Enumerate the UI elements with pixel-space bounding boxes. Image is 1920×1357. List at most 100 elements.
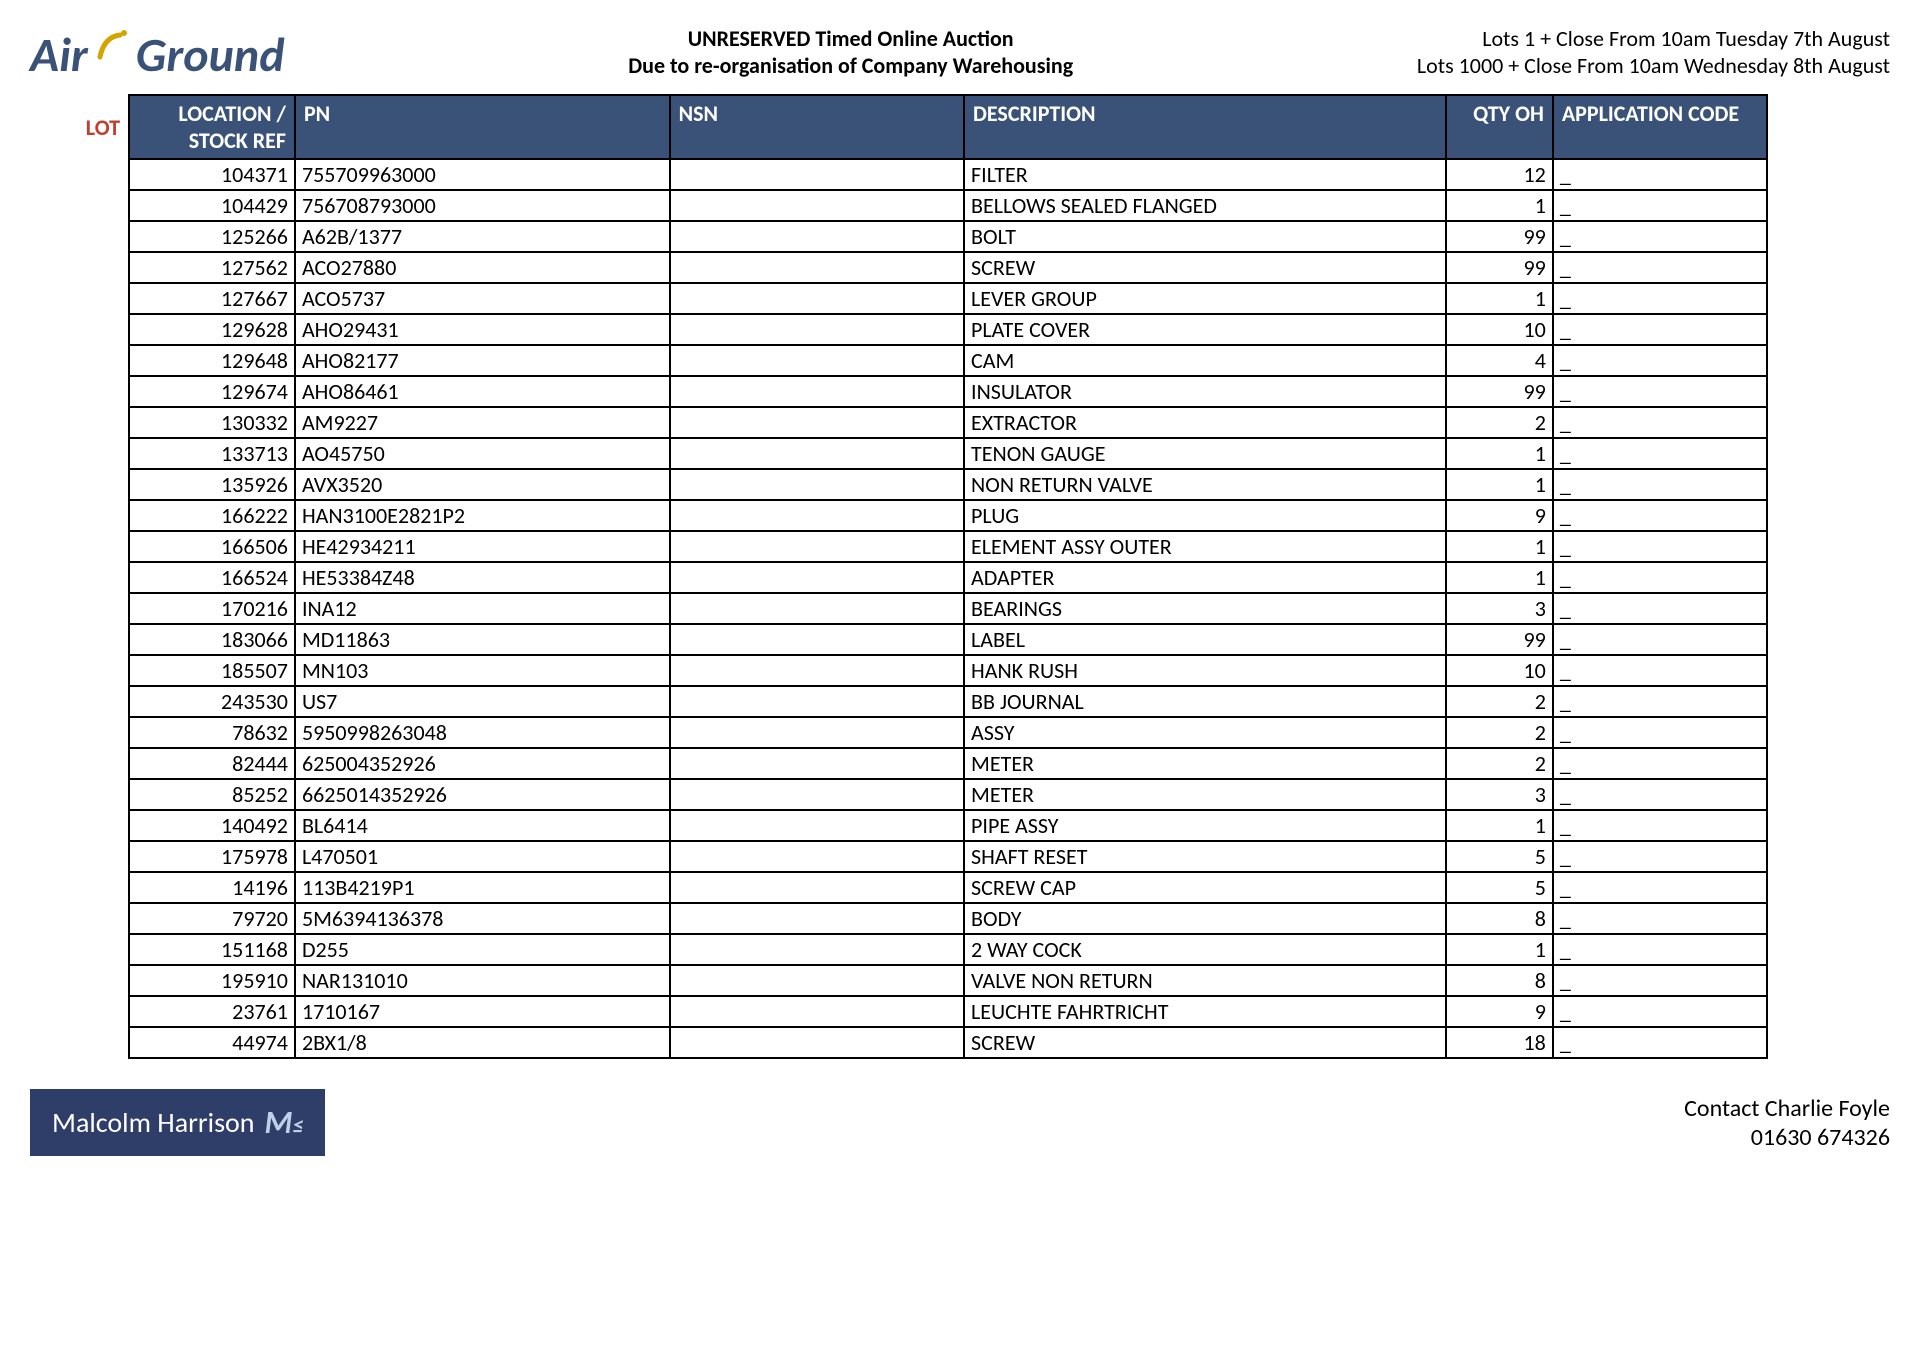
cell-desc: NON RETURN VALVE [964, 469, 1446, 500]
cell-app: _ [1553, 686, 1767, 717]
cell-loc: 195910 [129, 965, 295, 996]
cell-desc: HANK RUSH [964, 655, 1446, 686]
cell-desc: BELLOWS SEALED FLANGED [964, 190, 1446, 221]
cell-app: _ [1553, 562, 1767, 593]
cell-nsn [670, 934, 964, 965]
logo-part2: Ground [136, 25, 285, 84]
cell-app: _ [1553, 996, 1767, 1027]
cell-desc: SHAFT RESET [964, 841, 1446, 872]
cell-desc: METER [964, 748, 1446, 779]
table-row: 237611710167LEUCHTE FAHRTRICHT9_ [129, 996, 1767, 1027]
table-row: 170216INA12BEARINGS3_ [129, 593, 1767, 624]
cell-loc: 14196 [129, 872, 295, 903]
cell-nsn [670, 903, 964, 934]
table-row: 14196113B4219P1SCREW CAP5_ [129, 872, 1767, 903]
cell-nsn [670, 345, 964, 376]
cell-loc: 135926 [129, 469, 295, 500]
cell-desc: PLATE COVER [964, 314, 1446, 345]
cell-desc: LEVER GROUP [964, 283, 1446, 314]
cell-desc: 2 WAY COCK [964, 934, 1446, 965]
col-qty: QTY OH [1446, 95, 1553, 159]
cell-loc: 166506 [129, 531, 295, 562]
table-row: 127667ACO5737LEVER GROUP1_ [129, 283, 1767, 314]
table-container: LOT LOCATION / STOCK REF PN NSN DESCRIPT… [30, 94, 1890, 1059]
cell-desc: LEUCHTE FAHRTRICHT [964, 996, 1446, 1027]
cell-nsn [670, 965, 964, 996]
cell-qty: 10 [1446, 314, 1553, 345]
cell-qty: 5 [1446, 872, 1553, 903]
auctioneer-logo: Malcolm Harrison M≤ [30, 1089, 325, 1156]
cell-nsn [670, 159, 964, 190]
title-line2: Due to re-organisation of Company Wareho… [285, 52, 1417, 79]
cell-qty: 3 [1446, 779, 1553, 810]
title-line1: UNRESERVED Timed Online Auction [285, 25, 1417, 52]
header-row: LOCATION / STOCK REF PN NSN DESCRIPTION … [129, 95, 1767, 159]
table-row: 129628AHO29431PLATE COVER10_ [129, 314, 1767, 345]
table-row: 166506HE42934211ELEMENT ASSY OUTER1_ [129, 531, 1767, 562]
cell-loc: 85252 [129, 779, 295, 810]
cell-app: _ [1553, 500, 1767, 531]
cell-pn: NAR131010 [295, 965, 670, 996]
cell-loc: 170216 [129, 593, 295, 624]
cell-loc: 151168 [129, 934, 295, 965]
cell-loc: 127667 [129, 283, 295, 314]
cell-desc: BB JOURNAL [964, 686, 1446, 717]
table-row: 175978L470501SHAFT RESET5_ [129, 841, 1767, 872]
cell-qty: 1 [1446, 531, 1553, 562]
cell-loc: 79720 [129, 903, 295, 934]
cell-loc: 104371 [129, 159, 295, 190]
closing-info: Lots 1 + Close From 10am Tuesday 7th Aug… [1417, 25, 1890, 79]
cell-nsn [670, 407, 964, 438]
cell-qty: 1 [1446, 810, 1553, 841]
auctioneer-name: Malcolm Harrison [52, 1105, 255, 1140]
cell-pn: 6625014352926 [295, 779, 670, 810]
cell-loc: 104429 [129, 190, 295, 221]
cell-qty: 9 [1446, 996, 1553, 1027]
cell-pn: AHO82177 [295, 345, 670, 376]
table-row: 797205M6394136378BODY8_ [129, 903, 1767, 934]
cell-nsn [670, 810, 964, 841]
cell-qty: 10 [1446, 655, 1553, 686]
table-row: 852526625014352926METER3_ [129, 779, 1767, 810]
cell-qty: 2 [1446, 686, 1553, 717]
cell-app: _ [1553, 438, 1767, 469]
cell-pn: AHO86461 [295, 376, 670, 407]
cell-qty: 4 [1446, 345, 1553, 376]
cell-desc: ELEMENT ASSY OUTER [964, 531, 1446, 562]
cell-pn: INA12 [295, 593, 670, 624]
table-row: 166524HE53384Z48ADAPTER1_ [129, 562, 1767, 593]
table-row: 185507MN103HANK RUSH10_ [129, 655, 1767, 686]
cell-nsn [670, 872, 964, 903]
cell-loc: 82444 [129, 748, 295, 779]
cell-desc: LABEL [964, 624, 1446, 655]
cell-loc: 183066 [129, 624, 295, 655]
auction-title: UNRESERVED Timed Online Auction Due to r… [285, 25, 1417, 79]
table-row: 133713AO45750TENON GAUGE1_ [129, 438, 1767, 469]
logo-accent-icon [90, 25, 134, 84]
table-row: 183066MD11863LABEL99_ [129, 624, 1767, 655]
cell-app: _ [1553, 283, 1767, 314]
company-logo: Air Ground [30, 25, 285, 84]
cell-app: _ [1553, 376, 1767, 407]
cell-pn: 2BX1/8 [295, 1027, 670, 1058]
cell-desc: BOLT [964, 221, 1446, 252]
cell-qty: 5 [1446, 841, 1553, 872]
cell-desc: BEARINGS [964, 593, 1446, 624]
cell-qty: 1 [1446, 438, 1553, 469]
table-row: 140492BL6414PIPE ASSY1_ [129, 810, 1767, 841]
cell-nsn [670, 221, 964, 252]
cell-app: _ [1553, 748, 1767, 779]
cell-loc: 44974 [129, 1027, 295, 1058]
cell-loc: 175978 [129, 841, 295, 872]
logo-part1: Air [30, 25, 88, 84]
cell-nsn [670, 438, 964, 469]
cell-pn: AM9227 [295, 407, 670, 438]
cell-pn: AHO29431 [295, 314, 670, 345]
cell-nsn [670, 469, 964, 500]
cell-nsn [670, 252, 964, 283]
col-pn: PN [295, 95, 670, 159]
cell-desc: CAM [964, 345, 1446, 376]
cell-pn: L470501 [295, 841, 670, 872]
cell-pn: 625004352926 [295, 748, 670, 779]
cell-nsn [670, 996, 964, 1027]
